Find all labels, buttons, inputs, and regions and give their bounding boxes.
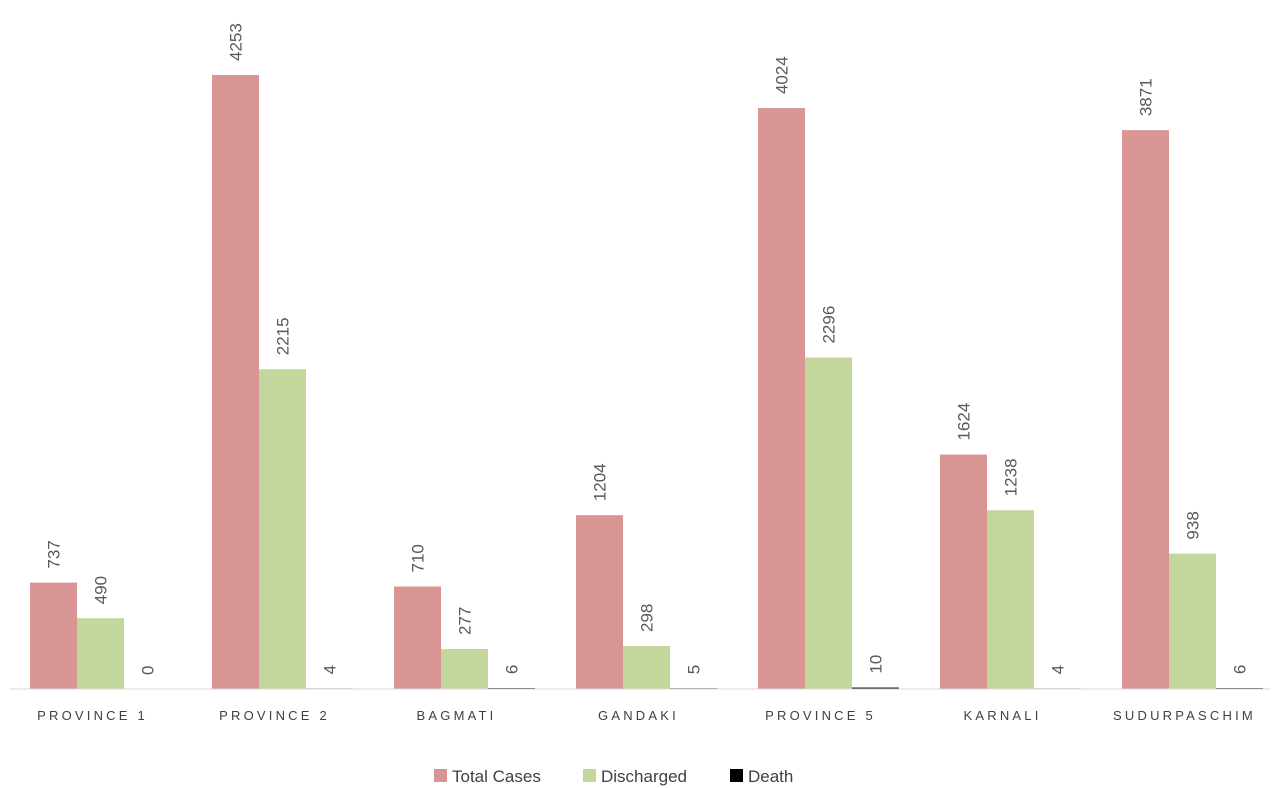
legend: Total Cases Discharged Death <box>434 767 793 786</box>
bar-discharged-bagmati <box>441 649 488 689</box>
value-label: 490 <box>92 576 111 604</box>
legend-swatch-total-cases <box>434 769 447 782</box>
value-label: 277 <box>456 607 475 635</box>
category-label: PROVINCE 2 <box>219 708 330 723</box>
value-label: 5 <box>685 665 704 674</box>
category-label: PROVINCE 1 <box>37 708 148 723</box>
bar-total-cases-sudurpaschim <box>1122 130 1169 690</box>
value-label: 0 <box>139 666 158 675</box>
bar-total-cases-gandaki <box>576 515 623 689</box>
value-label: 710 <box>409 544 428 572</box>
bar-discharged-province-2 <box>259 369 306 689</box>
category-label: GANDAKI <box>598 708 679 723</box>
category-label: BAGMATI <box>417 708 497 723</box>
category-label: KARNALI <box>963 708 1041 723</box>
bar-discharged-karnali <box>987 510 1034 689</box>
bar-discharged-province-1 <box>77 618 124 689</box>
value-label: 4 <box>1049 665 1068 674</box>
bar-death-province-5 <box>852 687 899 689</box>
value-label: 2296 <box>820 306 839 344</box>
value-label: 298 <box>638 604 657 632</box>
legend-label-death: Death <box>748 767 793 786</box>
bar-total-cases-bagmati <box>394 586 441 689</box>
category-label: SUDURPASCHIM <box>1113 708 1256 723</box>
legend-label-discharged: Discharged <box>601 767 687 786</box>
value-label: 4024 <box>773 56 792 94</box>
category-label: PROVINCE 5 <box>765 708 876 723</box>
value-label: 6 <box>1231 665 1250 674</box>
bar-discharged-province-5 <box>805 357 852 689</box>
bar-total-cases-province-1 <box>30 582 77 689</box>
category-labels-group: PROVINCE 1 PROVINCE 2 BAGMATI GANDAKI PROVIN… <box>37 708 1256 723</box>
bars-group <box>30 75 1263 690</box>
value-label: 737 <box>45 540 64 568</box>
bar-discharged-gandaki <box>623 645 670 689</box>
bar-total-cases-karnali <box>940 454 987 689</box>
legend-label-total-cases: Total Cases <box>452 767 541 786</box>
bar-total-cases-province-5 <box>758 108 805 689</box>
value-labels-group: 737 490 0 4253 2215 4 710 277 6 1204 298 5 4024 2296 1… <box>45 23 1250 675</box>
value-label: 1238 <box>1002 458 1021 496</box>
value-label: 6 <box>503 665 522 674</box>
bar-total-cases-province-2 <box>212 75 259 689</box>
legend-swatch-discharged <box>583 769 596 782</box>
value-label: 10 <box>867 655 886 674</box>
legend-swatch-death <box>730 769 743 782</box>
value-label: 4 <box>321 665 340 674</box>
value-label: 4253 <box>227 23 246 61</box>
value-label: 938 <box>1184 511 1203 539</box>
value-label: 1204 <box>591 463 610 501</box>
value-label: 3871 <box>1137 78 1156 116</box>
value-label: 2215 <box>274 317 293 355</box>
value-label: 1624 <box>955 403 974 441</box>
bar-discharged-sudurpaschim <box>1169 553 1216 689</box>
